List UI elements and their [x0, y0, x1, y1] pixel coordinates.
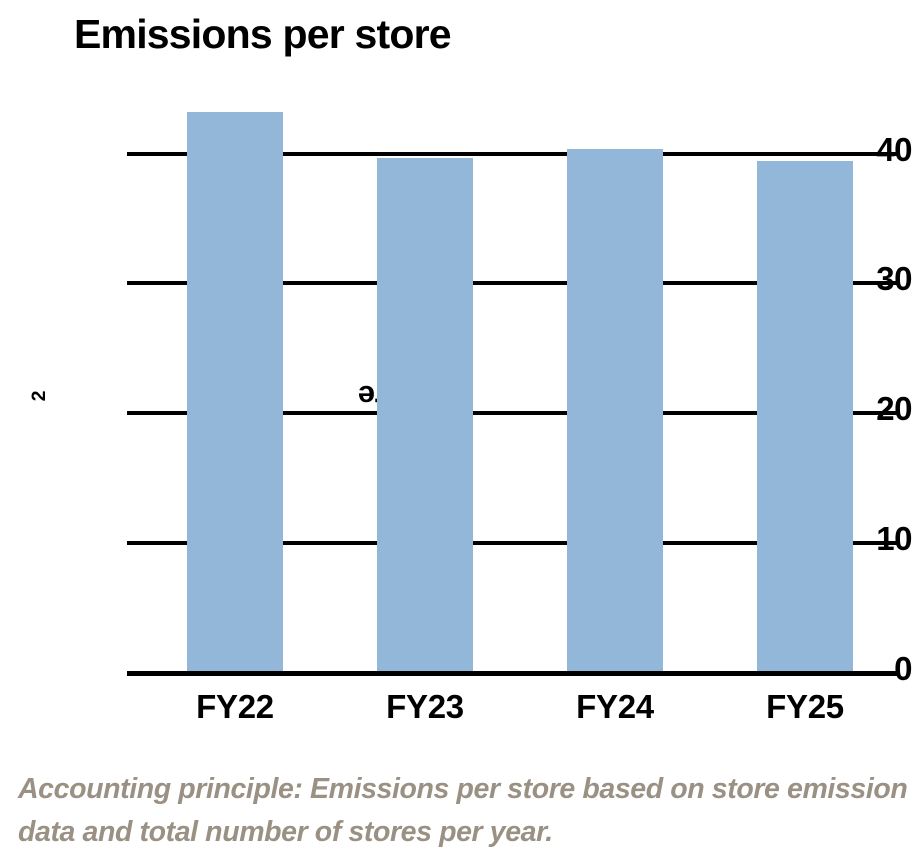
page-title: Emissions per store: [74, 11, 452, 57]
y-tick-label-30: 30: [876, 260, 912, 297]
y-axis-title-subscript: 2: [28, 390, 50, 402]
x-tick-label-fy25: FY25: [766, 688, 844, 725]
x-tick-label-fy23: FY23: [386, 688, 464, 725]
gridline-30: [127, 281, 900, 285]
gridline-baseline-0: [127, 671, 900, 676]
gridline-20: [127, 411, 900, 415]
y-tick-label-40: 40: [876, 131, 912, 168]
gridline-10: [127, 541, 900, 545]
x-tick-label-fy22: FY22: [196, 688, 274, 725]
y-axis-title: tCO2e/store: [0, 0, 458, 700]
gridline-40: [127, 152, 900, 156]
y-tick-label-20: 20: [876, 390, 912, 427]
y-tick-label-0: 0: [894, 650, 912, 687]
bar-fy24[interactable]: [567, 149, 663, 674]
footnote-line-1: Accounting principle: Emissions per stor…: [18, 773, 908, 805]
plot-area: tCO2e/store 40 30 20 10 0 FY22 FY23 FY24…: [0, 0, 912, 725]
bar-fy22[interactable]: [187, 112, 283, 674]
x-tick-label-fy24: FY24: [576, 688, 654, 725]
accounting-principle-footnote: Accounting principle: Emissions per stor…: [18, 768, 908, 854]
bar-fy25[interactable]: [757, 161, 853, 674]
bar-fy23[interactable]: [377, 158, 473, 674]
footnote-line-2: data and total number of stores per year…: [18, 816, 553, 848]
y-tick-label-10: 10: [876, 520, 912, 557]
